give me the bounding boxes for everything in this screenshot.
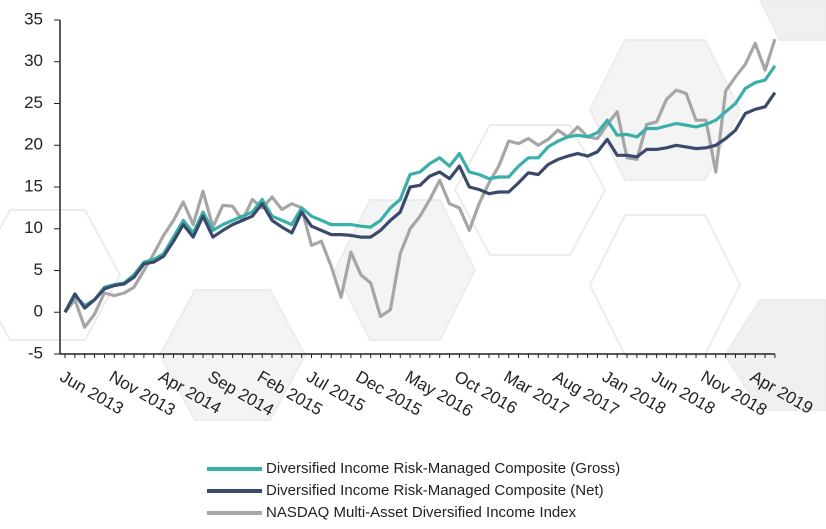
y-tick-label: 25 bbox=[24, 93, 43, 112]
y-tick-label: 5 bbox=[34, 260, 43, 279]
y-tick-label: 15 bbox=[24, 176, 43, 195]
y-tick-label: -5 bbox=[28, 343, 43, 362]
legend-label: NASDAQ Multi-Asset Diversified Income In… bbox=[266, 504, 577, 521]
legend: Diversified Income Risk-Managed Composit… bbox=[207, 460, 620, 521]
y-tick-label: 35 bbox=[24, 9, 43, 28]
chart: Diversified Income Risk-Managed Composit… bbox=[0, 0, 826, 529]
y-tick-label: 0 bbox=[34, 302, 43, 321]
y-tick-label: 30 bbox=[24, 51, 43, 70]
y-tick-label: 20 bbox=[24, 135, 43, 154]
legend-label: Diversified Income Risk-Managed Composit… bbox=[266, 460, 620, 477]
legend-label: Diversified Income Risk-Managed Composit… bbox=[266, 482, 604, 499]
y-tick-label: 10 bbox=[24, 218, 43, 237]
